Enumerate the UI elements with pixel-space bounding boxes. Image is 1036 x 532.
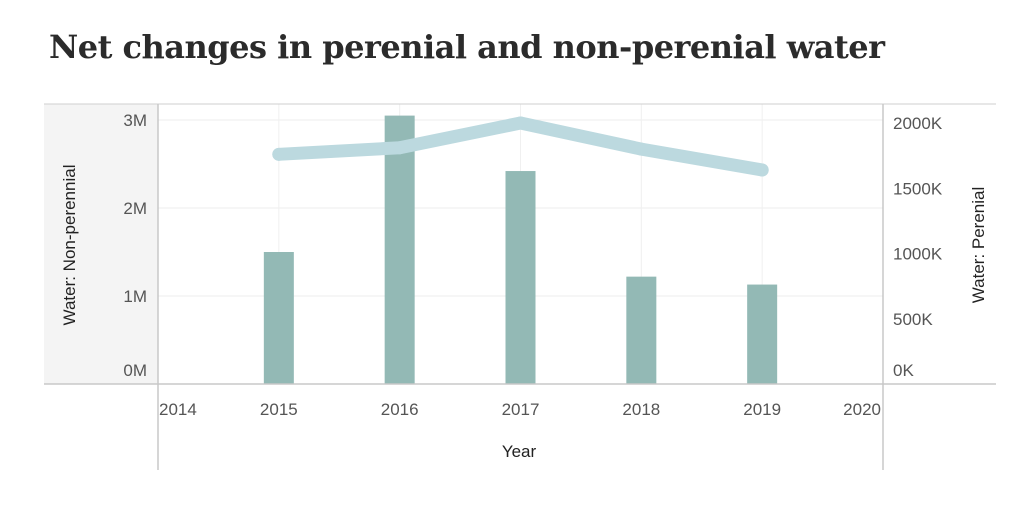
x-tick-labels: 2014 2015 2016 2017 2018 2019 2020 <box>159 400 881 419</box>
x-tick-label: 2020 <box>843 400 881 419</box>
left-tick-labels: 0M 1M 2M 3M <box>123 111 147 380</box>
y-left-tick-label: 2M <box>123 199 147 218</box>
y-left-tick-label: 0M <box>123 361 147 380</box>
bars <box>263 115 778 384</box>
perennial-point <box>272 147 286 161</box>
bar-non-perennial <box>263 252 294 384</box>
y-right-tick-label: 1000K <box>893 245 943 264</box>
y-left-tick-label: 1M <box>123 287 147 306</box>
y-right-tick-label: 1500K <box>893 179 943 198</box>
y-axis-left-title: Water: Non-perennial <box>60 165 79 326</box>
bar-non-perennial <box>747 284 778 384</box>
x-tick-label: 2014 <box>159 400 197 419</box>
y-right-tick-label: 2000K <box>893 114 943 133</box>
bar-non-perennial <box>505 171 536 384</box>
perennial-point <box>514 116 527 130</box>
bar-non-perennial <box>626 276 657 384</box>
perennial-line-group <box>272 116 769 177</box>
x-tick-label: 2018 <box>622 400 660 419</box>
x-tick-label: 2019 <box>743 400 781 419</box>
x-axis-title: Year <box>502 442 537 461</box>
chart-title: Net changes in perenial and non-perenial… <box>49 28 885 66</box>
y-left-tick-label: 3M <box>123 111 147 130</box>
bar-non-perennial <box>384 115 415 384</box>
x-tick-label: 2017 <box>502 400 540 419</box>
perennial-point <box>634 142 648 156</box>
y-axis-right-title: Water: Perenial <box>969 187 988 304</box>
x-tick-label: 2015 <box>260 400 298 419</box>
x-tick-label: 2016 <box>381 400 419 419</box>
frame <box>44 103 996 470</box>
y-right-tick-label: 0K <box>893 361 914 380</box>
perennial-point <box>393 141 407 155</box>
right-tick-labels: 0K 500K 1000K 1500K 2000K <box>893 114 943 380</box>
left-axis-panel <box>44 104 158 384</box>
perennial-point <box>755 163 769 177</box>
y-right-tick-label: 500K <box>893 310 933 329</box>
